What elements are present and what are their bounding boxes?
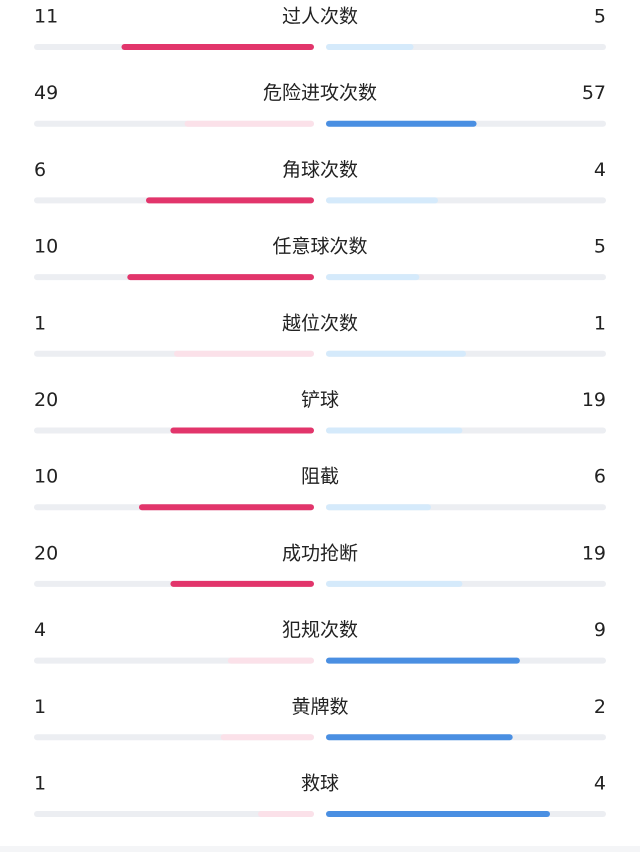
home-bar xyxy=(139,504,314,511)
home-track xyxy=(34,811,314,817)
away-value: 9 xyxy=(594,619,606,641)
home-bar xyxy=(174,350,314,357)
home-value: 1 xyxy=(34,312,46,334)
home-value: 4 xyxy=(34,619,46,641)
away-bar xyxy=(326,734,513,741)
away-bar xyxy=(326,657,520,664)
stat-label: 过人次数 xyxy=(282,6,358,28)
away-value: 1 xyxy=(594,312,606,334)
away-bar xyxy=(326,580,463,587)
bottom-strip xyxy=(0,846,640,852)
home-value: 10 xyxy=(34,466,58,488)
stat-label: 铲球 xyxy=(301,389,339,411)
away-bar xyxy=(326,427,463,434)
stat-label: 危险进攻次数 xyxy=(263,82,377,104)
away-bar xyxy=(326,350,466,357)
home-bar xyxy=(127,274,314,281)
away-bar xyxy=(326,811,550,817)
home-bar xyxy=(146,197,314,204)
away-value: 19 xyxy=(582,389,606,411)
stat-label: 犯规次数 xyxy=(282,619,358,641)
home-bar xyxy=(227,657,314,664)
stat-label: 任意球次数 xyxy=(272,236,367,258)
away-value: 2 xyxy=(594,696,606,718)
stat-label: 成功抢断 xyxy=(282,542,358,564)
home-bar xyxy=(170,427,314,434)
away-value: 5 xyxy=(594,236,606,258)
home-value: 20 xyxy=(34,542,58,564)
home-value: 10 xyxy=(34,236,58,258)
away-bar xyxy=(326,44,414,50)
stat-label: 越位次数 xyxy=(282,312,358,334)
home-value: 1 xyxy=(34,773,46,795)
away-value: 6 xyxy=(594,466,606,488)
home-bar xyxy=(184,120,314,127)
stat-label: 角球次数 xyxy=(282,159,358,181)
home-value: 1 xyxy=(34,696,46,718)
home-value: 49 xyxy=(34,82,58,104)
home-value: 20 xyxy=(34,389,58,411)
stat-label: 阻截 xyxy=(301,466,339,488)
home-bar xyxy=(170,580,314,587)
away-value: 57 xyxy=(582,82,606,104)
home-value: 11 xyxy=(34,6,58,28)
stat-label: 黄牌数 xyxy=(291,696,348,718)
stat-label: 救球 xyxy=(301,773,339,795)
away-value: 4 xyxy=(594,159,606,181)
home-bar xyxy=(121,44,314,50)
away-bar xyxy=(326,274,420,281)
away-bar xyxy=(326,197,438,204)
home-bar xyxy=(258,811,314,817)
away-value: 19 xyxy=(582,542,606,564)
home-value: 6 xyxy=(34,159,46,181)
away-bar xyxy=(326,120,477,127)
away-value: 4 xyxy=(594,773,606,795)
away-value: 5 xyxy=(594,6,606,28)
away-bar xyxy=(326,504,431,511)
home-bar xyxy=(220,734,314,741)
